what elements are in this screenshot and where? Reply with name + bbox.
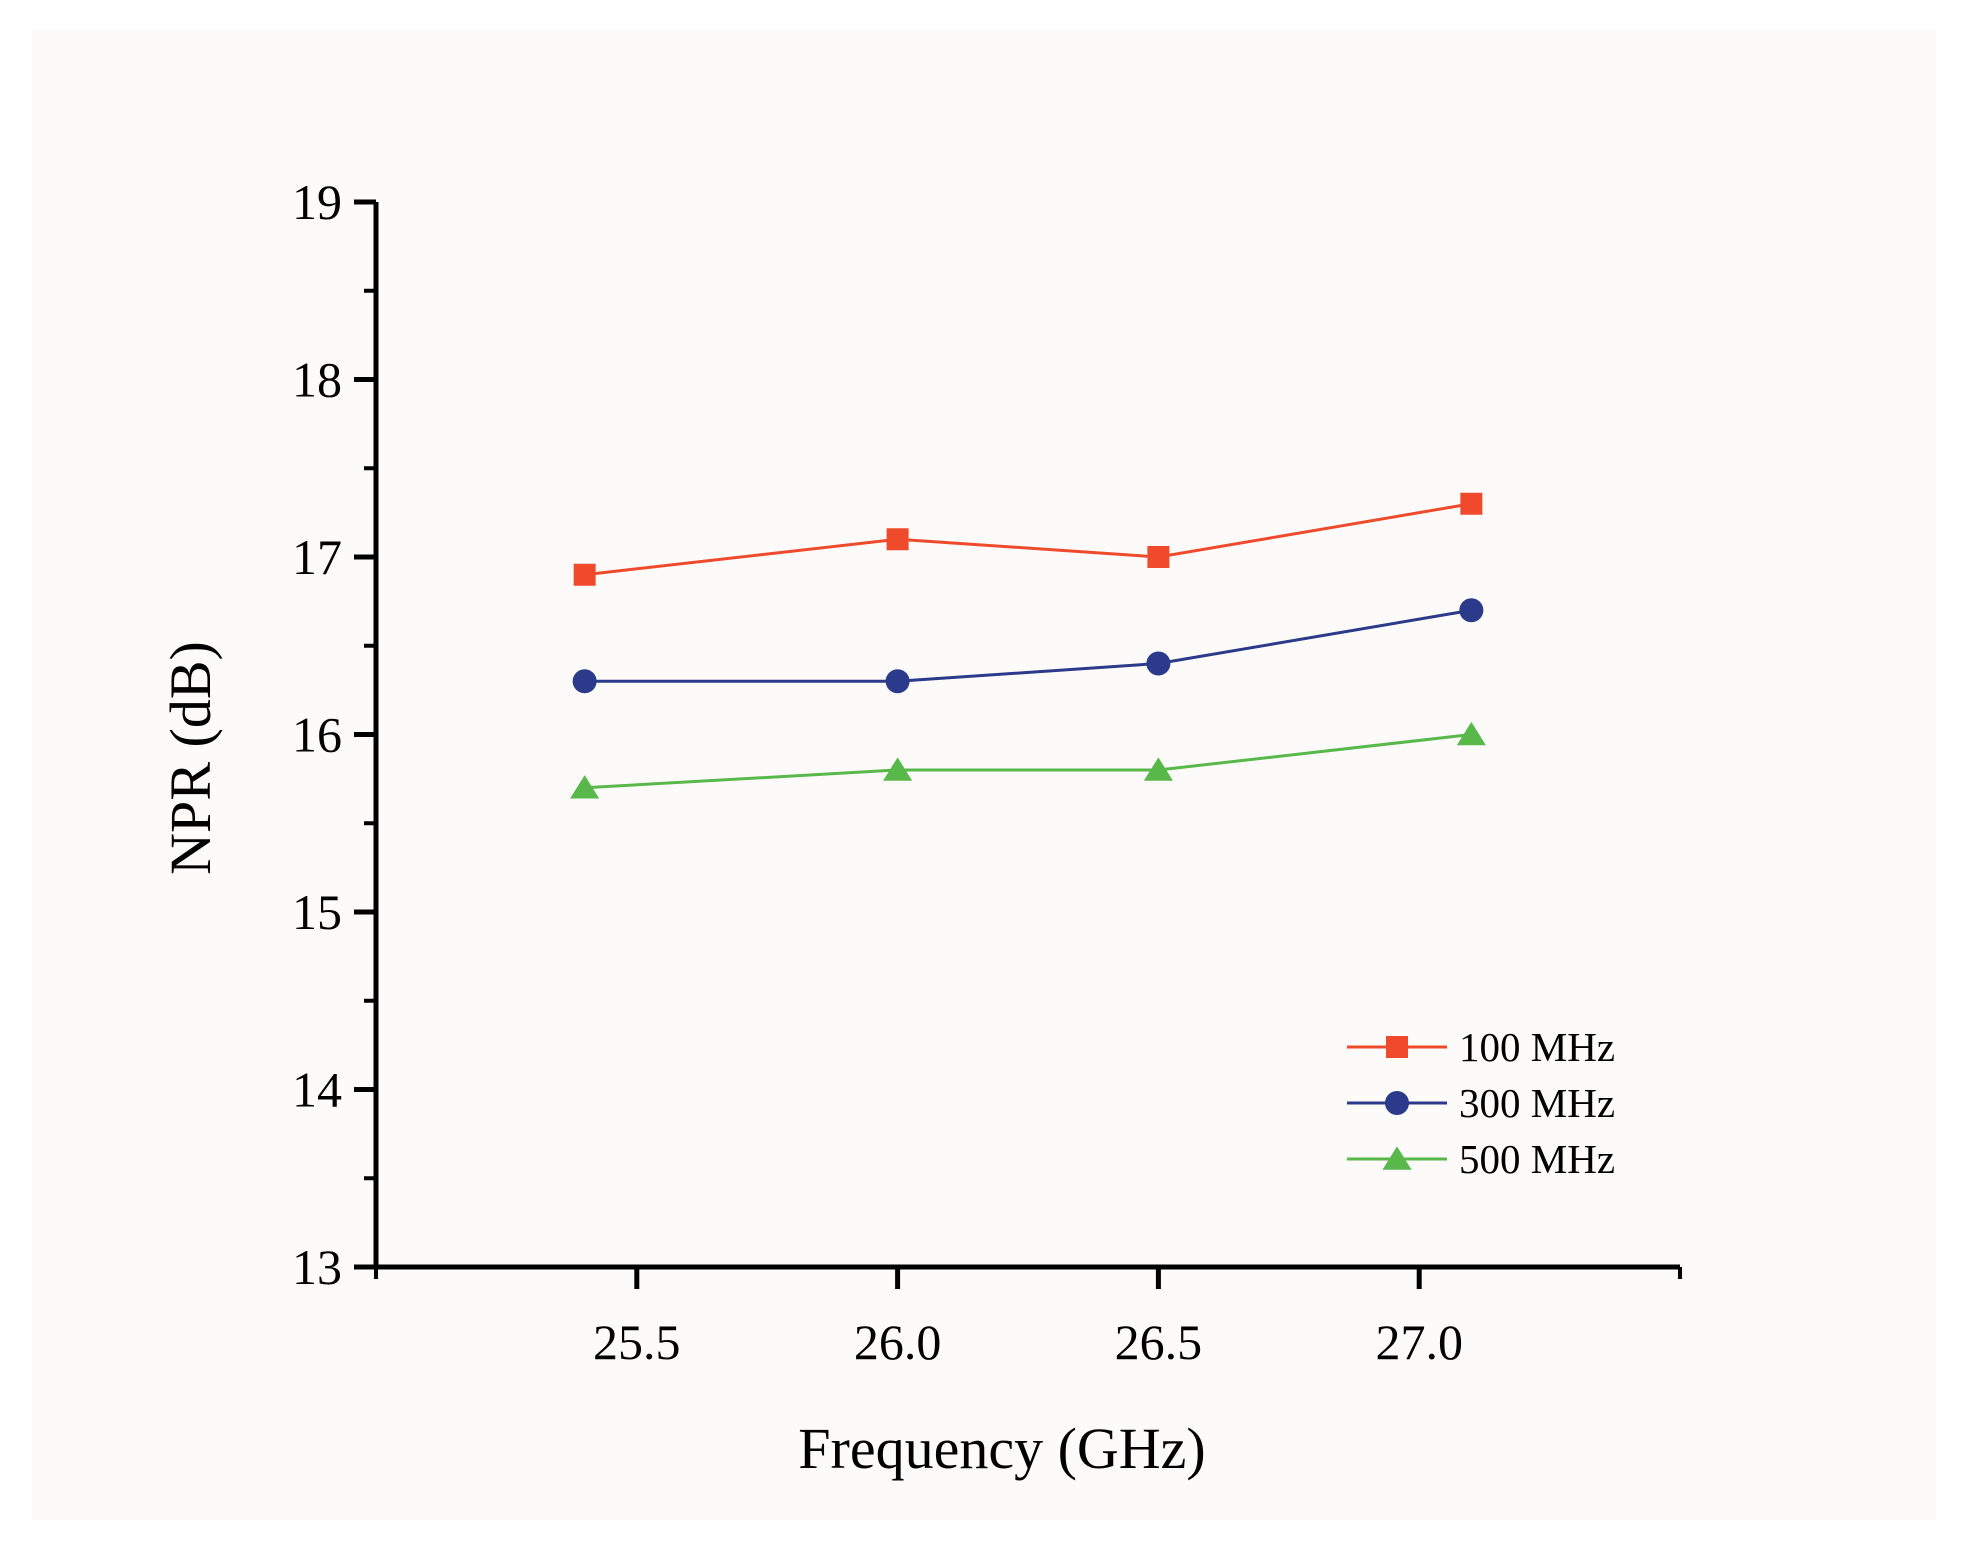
data-point	[572, 669, 597, 694]
data-point	[1456, 721, 1486, 746]
series-line	[584, 608, 1472, 683]
data-point	[1460, 492, 1483, 515]
data-point	[1143, 757, 1173, 781]
series-line	[584, 502, 1472, 577]
y-tick-label: 17	[292, 529, 342, 585]
legend: 100 MHz 300 MHz 500 MHz	[1347, 1024, 1615, 1182]
series-line	[584, 733, 1472, 790]
y-tick-label: 19	[292, 174, 342, 230]
data-point	[573, 563, 596, 586]
data-point	[886, 528, 909, 551]
x-tick-label: 25.5	[593, 1314, 681, 1370]
legend-marker	[1385, 1091, 1409, 1115]
x-tick-label: 27.0	[1375, 1314, 1463, 1370]
series-layer	[570, 492, 1486, 799]
y-tick-label: 18	[292, 352, 342, 408]
y-tick-label: 14	[292, 1062, 342, 1118]
x-tick-label: 26.0	[854, 1314, 942, 1370]
y-axis-title: NPR (dB)	[158, 641, 223, 875]
x-axis-title: Frequency (GHz)	[798, 1416, 1205, 1481]
axes: 13 14 15 16 17 18 19 25.5 26.0 26.5 27.0	[292, 174, 1682, 1370]
data-point	[1147, 546, 1170, 568]
figure-background	[32, 30, 1936, 1520]
data-point	[1146, 651, 1171, 676]
y-tick-label: 13	[292, 1239, 342, 1295]
data-point	[570, 775, 600, 799]
axis-labels: Frequency (GHz) NPR (dB)	[158, 641, 1206, 1481]
data-point	[885, 669, 910, 694]
legend-label: 300 MHz	[1459, 1080, 1615, 1126]
y-tick-label: 15	[292, 884, 342, 940]
data-point	[1459, 598, 1484, 623]
data-point	[883, 757, 913, 781]
x-tick-label: 26.5	[1115, 1314, 1203, 1370]
legend-label: 500 MHz	[1459, 1136, 1615, 1182]
y-tick-label: 16	[292, 707, 342, 763]
legend-label: 100 MHz	[1459, 1024, 1615, 1070]
legend-marker	[1386, 1036, 1408, 1058]
legend-marker	[1382, 1146, 1412, 1170]
